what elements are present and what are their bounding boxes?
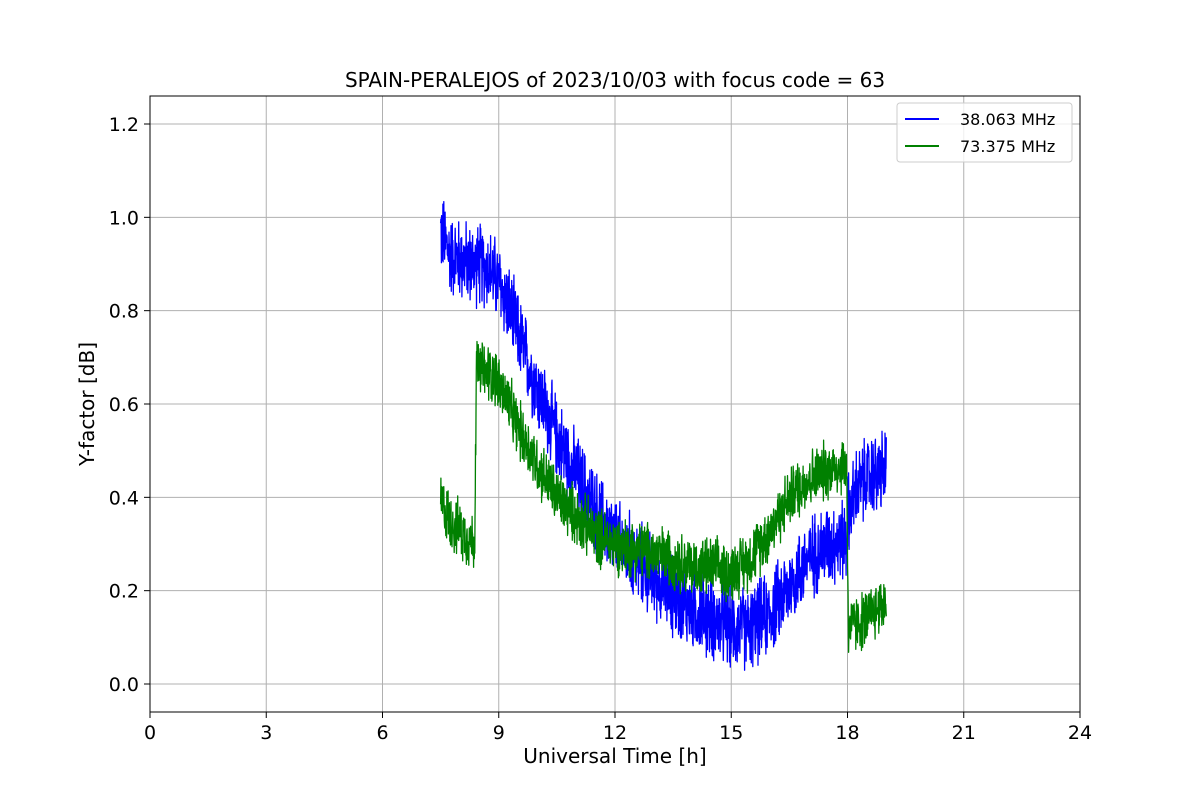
series-layer xyxy=(439,200,887,671)
y-axis-label: Y-factor [dB] xyxy=(75,342,99,467)
y-tick-label: 1.0 xyxy=(109,207,139,229)
x-axis-label: Universal Time [h] xyxy=(523,744,706,768)
y-tick-label: 1.2 xyxy=(109,114,139,136)
y-tick-label: 0.0 xyxy=(109,674,139,696)
series-line-0 xyxy=(439,200,887,671)
x-tick-label: 0 xyxy=(144,722,156,744)
x-tick-label: 24 xyxy=(1068,722,1092,744)
x-tick-label: 12 xyxy=(603,722,627,744)
x-tick-label: 18 xyxy=(835,722,859,744)
x-tick-label: 21 xyxy=(952,722,976,744)
legend-label-38mhz: 38.063 MHz xyxy=(960,110,1055,129)
legend-label-73mhz: 73.375 MHz xyxy=(960,137,1055,156)
series-line-1 xyxy=(439,340,887,653)
legend: 38.063 MHz 73.375 MHz xyxy=(896,102,1073,163)
chart-title: SPAIN-PERALEJOS of 2023/10/03 with focus… xyxy=(345,68,885,92)
y-tick-label: 0.8 xyxy=(109,301,139,323)
y-tick-label: 0.4 xyxy=(109,487,139,509)
ticks: 0 3 6 9 12 15 18 21 24 0.0 0.2 0.4 0.6 0.8 1.0 1.2 xyxy=(109,114,1092,744)
x-tick-label: 9 xyxy=(493,722,505,744)
y-tick-label: 0.2 xyxy=(109,581,139,603)
x-tick-label: 15 xyxy=(719,722,743,744)
x-tick-label: 6 xyxy=(376,722,388,744)
legend-box xyxy=(896,102,1073,163)
x-tick-label: 3 xyxy=(260,722,272,744)
y-tick-label: 0.6 xyxy=(109,394,139,416)
